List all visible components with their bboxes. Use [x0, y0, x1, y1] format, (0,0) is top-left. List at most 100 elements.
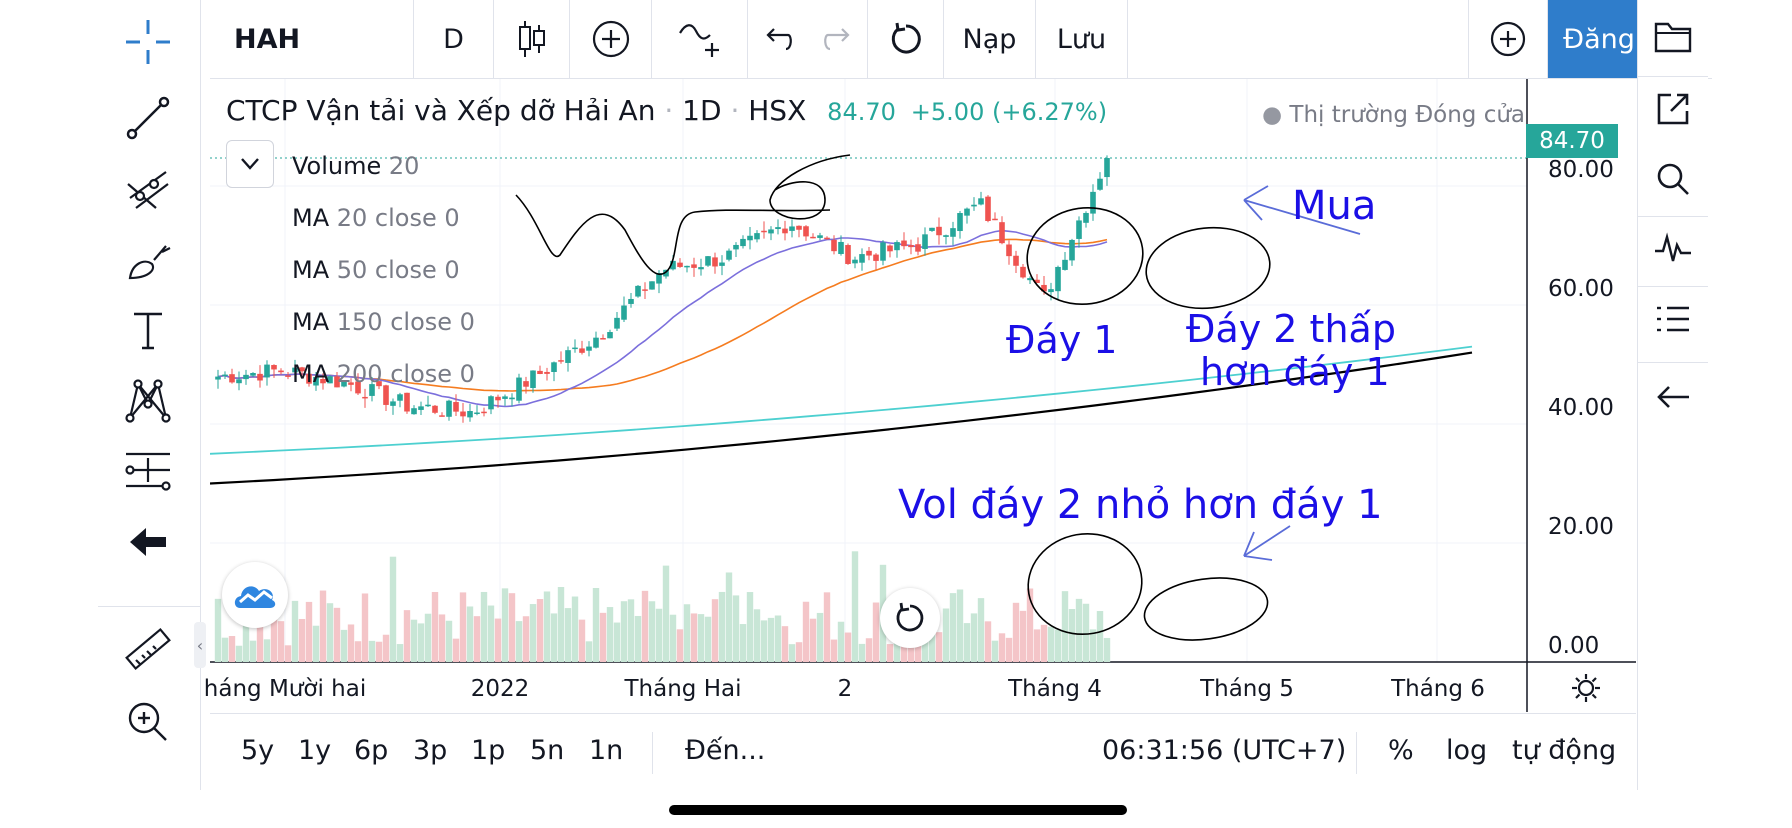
range-5y[interactable]: 5y — [241, 735, 275, 766]
candle-body — [425, 404, 431, 407]
volume-bar — [242, 608, 250, 662]
volume-bar — [935, 632, 943, 662]
volume-bar — [963, 623, 971, 662]
indicator-ma150[interactable]: MA 150 close 0 — [292, 308, 475, 336]
interval-button[interactable]: D — [414, 0, 494, 78]
arrow-left-icon[interactable] — [1646, 370, 1700, 424]
volume-bar — [1040, 624, 1048, 662]
open-external-icon[interactable] — [1646, 82, 1700, 136]
volume-bar — [732, 595, 740, 662]
measure-forecast-icon[interactable] — [120, 442, 176, 498]
symbol-search-button[interactable]: HAH — [210, 0, 414, 78]
range-1n[interactable]: 1n — [589, 735, 624, 766]
candle-body — [649, 281, 655, 290]
market-status-text: Thị trường Đóng cửa — [1289, 102, 1526, 128]
price-chart[interactable] — [209, 69, 1636, 712]
pitchfork-icon[interactable] — [120, 160, 176, 216]
folder-icon[interactable] — [1646, 10, 1700, 64]
list-icon[interactable] — [1646, 292, 1700, 346]
candle-body — [1006, 244, 1012, 257]
volume-bar — [802, 601, 810, 662]
indicator-ma50[interactable]: MA 50 close 0 — [292, 256, 460, 284]
volume-bar — [998, 633, 1006, 662]
legend-change: +5.00 (+6.27%) — [910, 98, 1108, 126]
range-3p[interactable]: 3p — [413, 735, 448, 766]
volume-bar — [256, 621, 264, 662]
candle-body — [600, 338, 606, 340]
tradingview-logo[interactable] — [222, 562, 288, 628]
volume-bar — [690, 613, 698, 662]
indicator-ma200[interactable]: MA 200 close 0 — [292, 360, 475, 388]
undo-icon[interactable] — [748, 0, 808, 78]
zoom-in-icon[interactable] — [120, 694, 176, 750]
candle-body — [950, 228, 956, 237]
indicator-name: MA — [292, 204, 330, 232]
volume-bar — [515, 621, 523, 662]
volume-bar — [445, 620, 453, 662]
clock-timezone[interactable]: 06:31:56 (UTC+7) — [1102, 735, 1347, 766]
collapse-legend-button[interactable] — [226, 140, 274, 188]
volume-bar — [928, 616, 936, 662]
range-5n[interactable]: 5n — [530, 735, 565, 766]
auto-scale-toggle[interactable]: tự động — [1512, 735, 1617, 766]
pattern-icon[interactable] — [120, 372, 176, 428]
volume-bar — [452, 638, 460, 662]
range-1p[interactable]: 1p — [471, 735, 506, 766]
settings-gear-icon[interactable] — [1570, 672, 1602, 708]
back-arrow-icon[interactable] — [120, 514, 176, 570]
collapse-toolbar-handle[interactable]: ‹ — [194, 622, 206, 668]
candle-body — [845, 245, 851, 264]
candle-body — [460, 411, 466, 417]
add-icon[interactable] — [1468, 0, 1548, 78]
trendline-icon[interactable] — [120, 90, 176, 146]
search-icon[interactable] — [1646, 152, 1700, 206]
brush-icon[interactable] — [120, 232, 176, 288]
save-layout-button[interactable]: Lưu — [1036, 0, 1128, 78]
indicators-icon[interactable] — [652, 0, 748, 78]
volume-bar — [711, 599, 719, 662]
market-status: ● Thị trường Đóng cửa — [1262, 102, 1526, 128]
candle-body — [411, 408, 417, 415]
pulse-icon[interactable] — [1646, 222, 1700, 276]
range-1y[interactable]: 1y — [298, 735, 332, 766]
range-6p[interactable]: 6p — [354, 735, 389, 766]
candle-body — [733, 244, 739, 250]
candle-body — [467, 411, 473, 418]
chart-type-candles-icon[interactable] — [494, 0, 570, 78]
bottom1-circle — [1026, 206, 1144, 306]
candle-body — [929, 227, 935, 231]
volume-bar — [557, 586, 565, 662]
load-layout-button[interactable]: Nạp — [944, 0, 1036, 78]
volume-bar — [844, 632, 852, 662]
ruler-icon[interactable] — [120, 622, 176, 678]
legend-title: CTCP Vận tải và Xếp dỡ Hải An · 1D · HSX… — [226, 94, 1108, 127]
volume-bar — [263, 639, 271, 662]
candle-body — [901, 240, 907, 247]
reset-chart-button[interactable] — [880, 588, 940, 648]
candle-body — [292, 367, 298, 373]
crosshair-icon[interactable] — [120, 14, 176, 70]
bottom2-circle — [1145, 226, 1271, 310]
chart-area[interactable] — [209, 69, 1636, 712]
candle-body — [1097, 178, 1103, 190]
candle-body — [243, 374, 249, 380]
publish-button[interactable]: Đăng — [1548, 0, 1650, 78]
candle-body — [859, 254, 865, 263]
candle-body — [684, 265, 690, 268]
log-scale-toggle[interactable]: log — [1446, 735, 1488, 766]
volume-bar — [494, 618, 502, 662]
candle-body — [446, 400, 452, 417]
goto-date-button[interactable]: Đến... — [685, 735, 766, 766]
candle-body — [383, 385, 389, 405]
candle-body — [1020, 266, 1026, 278]
time-tick: Tháng Hai — [624, 676, 742, 702]
candle-body — [628, 298, 634, 304]
text-icon[interactable] — [120, 302, 176, 358]
indicator-ma20[interactable]: MA 20 close 0 — [292, 204, 460, 232]
add-compare-icon[interactable] — [570, 0, 652, 78]
toolbar-divider — [98, 606, 200, 607]
reload-icon[interactable] — [868, 0, 944, 78]
percent-scale-toggle[interactable]: % — [1388, 735, 1414, 766]
redo-icon[interactable] — [808, 0, 868, 78]
indicator-volume[interactable]: Volume 20 — [292, 152, 419, 180]
